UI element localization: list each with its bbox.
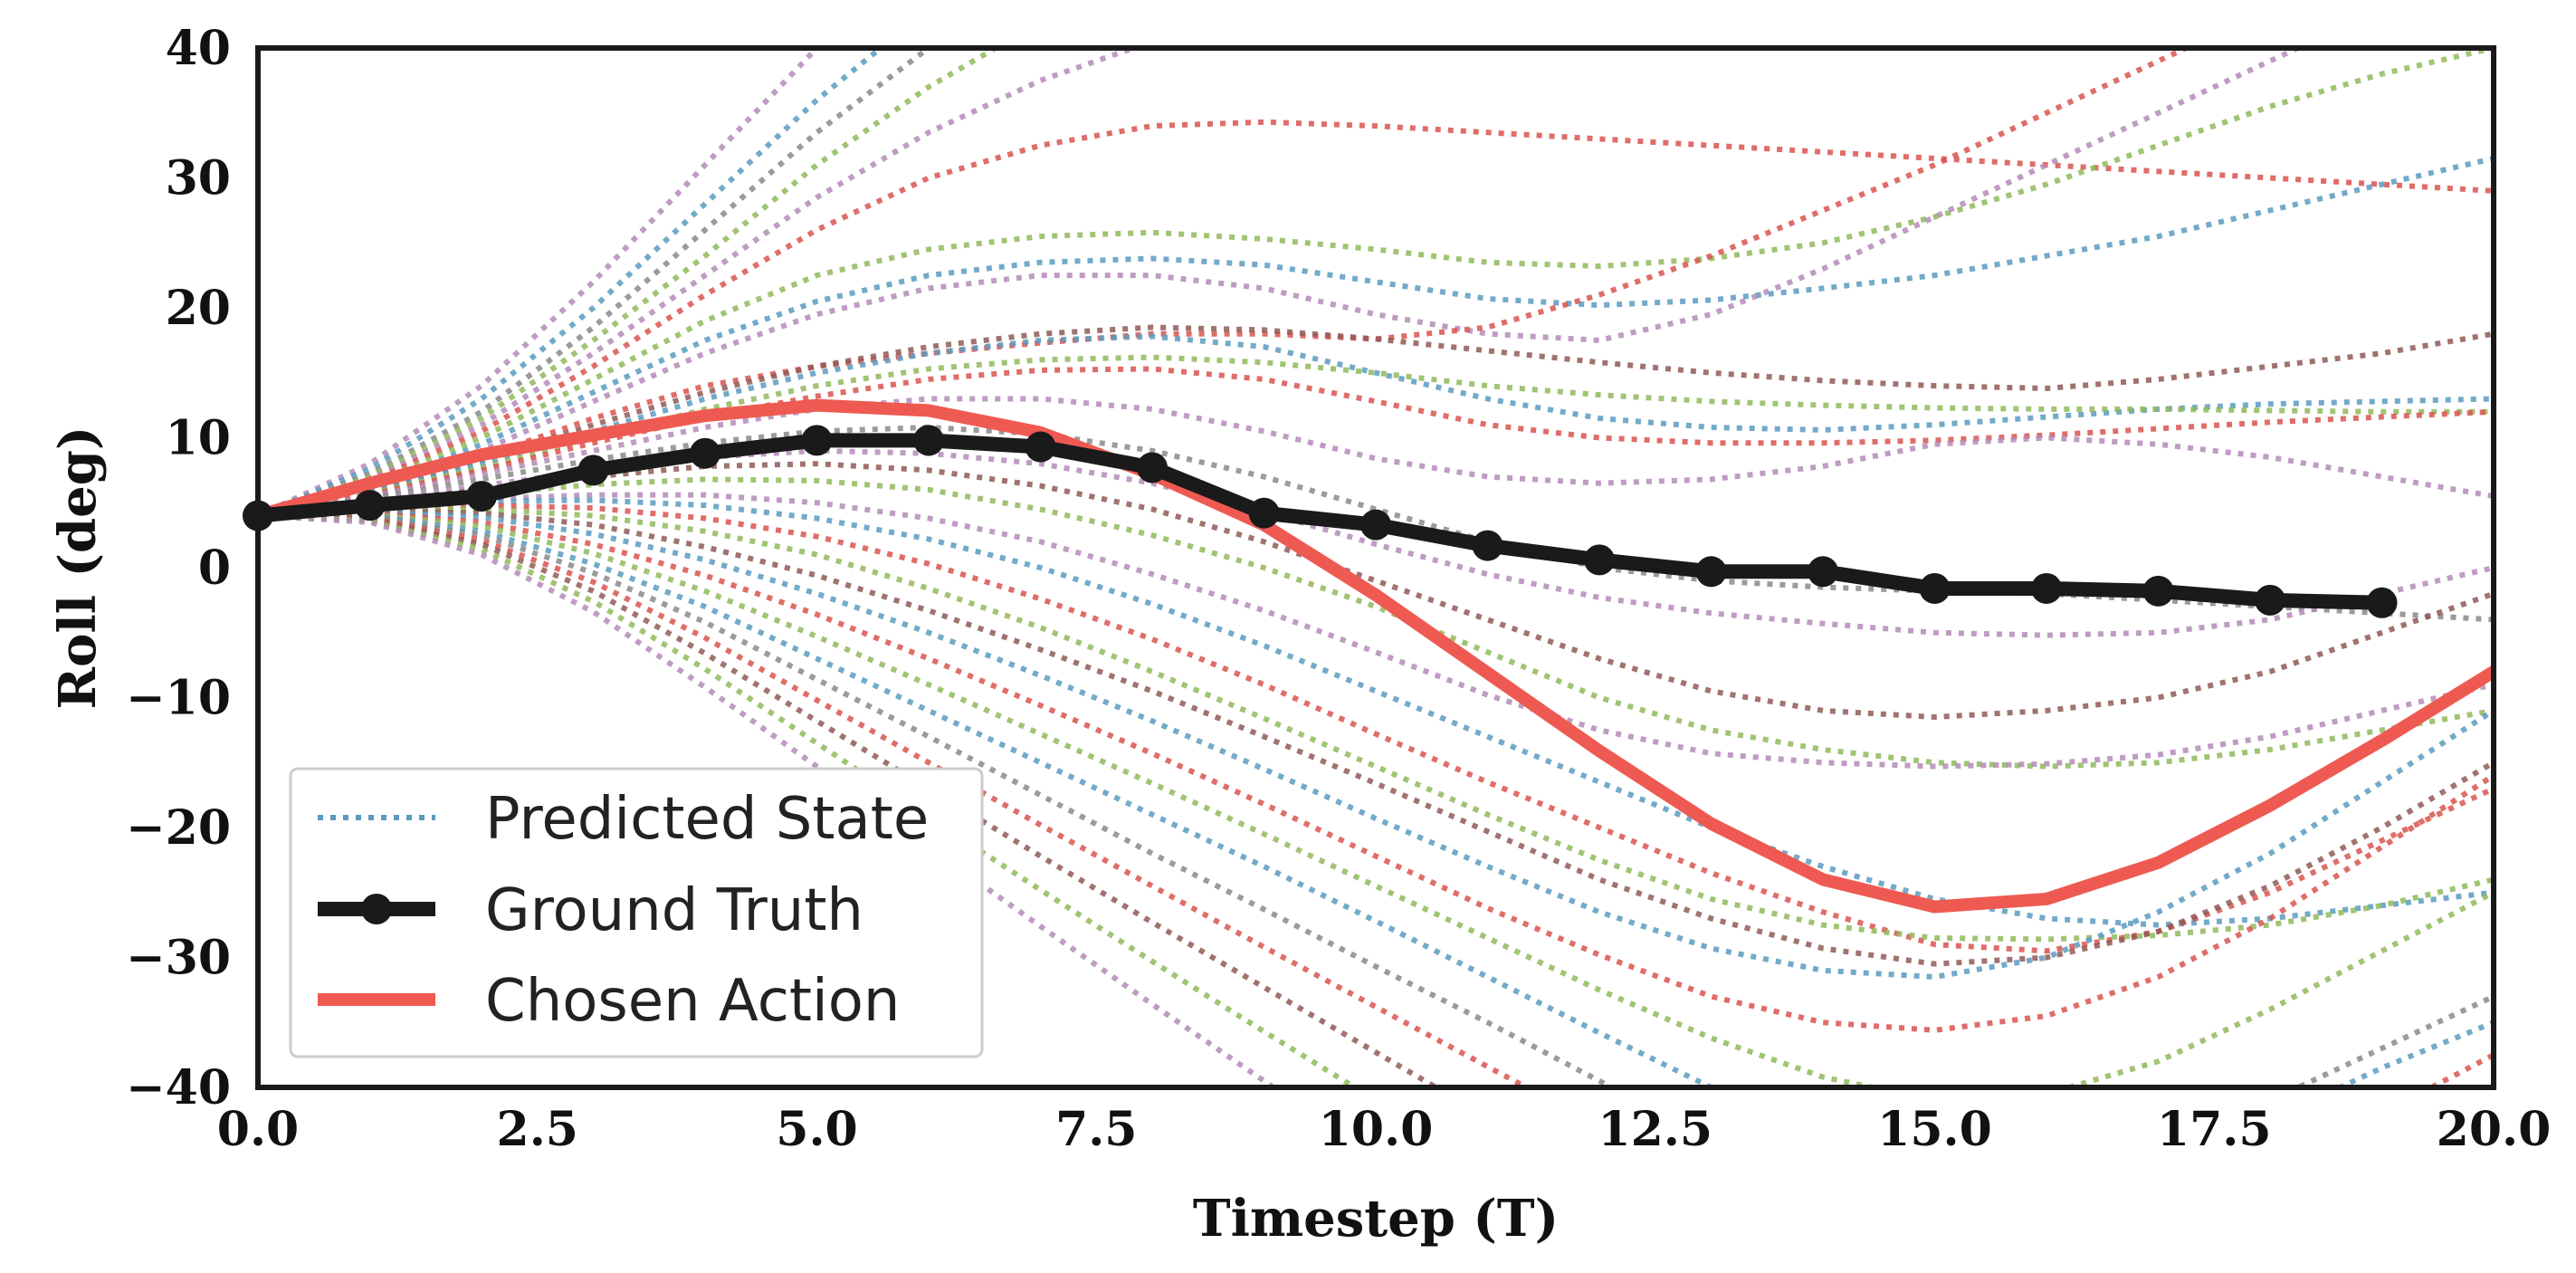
predicted-state-line xyxy=(258,512,1360,1087)
y-tick-label: −10 xyxy=(126,671,231,726)
y-tick-label: −40 xyxy=(126,1060,231,1115)
legend: Predicted State Ground Truth Chosen Acti… xyxy=(289,767,984,1058)
ground-truth-point xyxy=(354,490,386,522)
x-tick-label: 10.0 xyxy=(1319,1102,1434,1157)
ground-truth-point xyxy=(1695,556,1727,588)
predicted-state-line xyxy=(258,512,1442,1087)
predicted-state-line xyxy=(258,447,2494,638)
x-tick-label: 17.5 xyxy=(2157,1102,2272,1157)
predicted-state-line xyxy=(258,156,2494,519)
y-tick-label: 20 xyxy=(166,281,231,336)
y-tick-label: −30 xyxy=(126,931,231,986)
predicted-state-line xyxy=(258,48,885,519)
x-axis-label: Timestep (T) xyxy=(1193,1189,1559,1249)
ground-truth-point xyxy=(913,425,944,456)
predicted-state-line xyxy=(258,48,1142,519)
x-tick-label: 2.5 xyxy=(497,1102,578,1157)
x-tick-label: 5.0 xyxy=(776,1102,857,1157)
x-tick-label: 0.0 xyxy=(217,1102,299,1157)
legend-marker-ground-truth xyxy=(361,894,392,924)
ground-truth-point xyxy=(2142,575,2174,607)
predicted-state-line xyxy=(258,512,2494,1087)
legend-label-ground-truth: Ground Truth xyxy=(485,877,863,944)
predicted-state-line xyxy=(258,119,2494,519)
ground-truth-point xyxy=(1248,497,1280,529)
chosen-action-line xyxy=(258,398,2494,914)
ground-truth-point xyxy=(1025,431,1056,463)
predicted-state-line xyxy=(258,48,2304,519)
predicted-state-line xyxy=(258,333,2494,519)
y-tick-label: 40 xyxy=(166,21,231,76)
ground-truth-point xyxy=(1584,544,1615,576)
ground-truth-point xyxy=(690,437,720,469)
predicted-state-line xyxy=(258,492,2494,770)
plot-frame xyxy=(255,45,2496,1090)
predicted-state-line xyxy=(258,510,2494,1033)
ground-truth-point xyxy=(1919,572,1951,604)
ground-truth-point xyxy=(2255,584,2285,616)
legend-label-chosen-action: Chosen Action xyxy=(485,968,900,1035)
ground-truth-point xyxy=(1472,530,1503,561)
x-axis-ticks: 0.0 2.5 5.0 7.5 10.0 12.5 15.0 17.5 20.0 xyxy=(217,1102,2552,1157)
ground-truth-point xyxy=(2366,587,2398,618)
ground-truth-line xyxy=(258,433,2390,610)
predicted-state-line xyxy=(258,509,2494,981)
ground-truth-point xyxy=(1137,452,1168,483)
legend-label-predicted: Predicted State xyxy=(485,786,929,853)
predicted-state-line xyxy=(258,512,2494,1087)
y-tick-label: 10 xyxy=(166,411,231,466)
legend-box xyxy=(289,767,984,1058)
predicted-state-line xyxy=(258,476,2494,770)
y-axis-label: Roll (deg) xyxy=(48,426,108,710)
predicted-state-line xyxy=(258,461,2494,721)
predicted-state-line xyxy=(258,512,2494,1087)
predicted-state-line xyxy=(258,324,2494,519)
y-tick-label: −20 xyxy=(126,800,231,856)
y-axis-ticks: 40 30 20 10 0 −10 −20 −30 −40 xyxy=(126,21,231,1115)
main-series xyxy=(258,398,2494,914)
predicted-state-line xyxy=(258,507,2494,967)
ground-truth-markers xyxy=(243,425,2398,618)
x-tick-label: 15.0 xyxy=(1877,1102,1992,1157)
ground-truth-point xyxy=(801,425,833,456)
ground-truth-point xyxy=(577,455,609,486)
ground-truth-point xyxy=(2031,572,2062,604)
y-tick-label: 0 xyxy=(198,541,231,596)
ground-truth-point xyxy=(1360,509,1391,541)
x-tick-label: 7.5 xyxy=(1055,1102,1137,1157)
ground-truth-point xyxy=(466,481,497,512)
x-tick-label: 20.0 xyxy=(2437,1102,2552,1157)
y-tick-label: 30 xyxy=(166,151,231,206)
ground-truth-point xyxy=(1808,556,1838,588)
x-tick-label: 12.5 xyxy=(1598,1102,1713,1157)
